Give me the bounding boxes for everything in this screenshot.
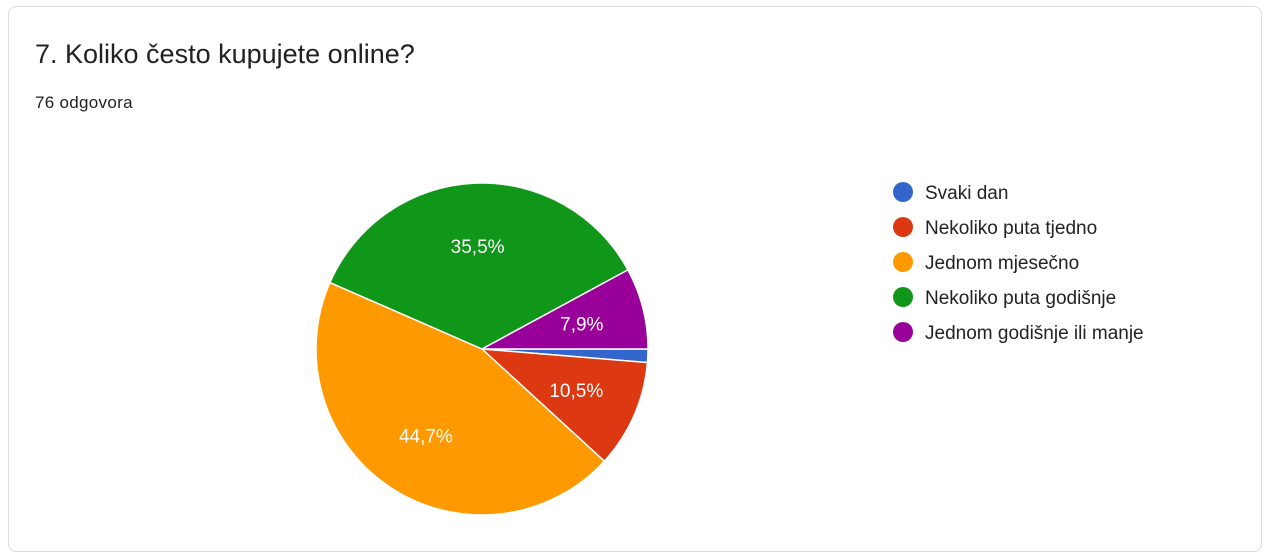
legend-item-jednom-godisnje-ili-manje[interactable]: Jednom godišnje ili manje bbox=[893, 322, 1144, 344]
legend-swatch bbox=[893, 322, 913, 342]
slice-label-jednom-mjesecno: 44,7% bbox=[399, 426, 453, 447]
response-count: 76 odgovora bbox=[35, 93, 133, 112]
legend-swatch bbox=[893, 287, 913, 307]
legend-swatch bbox=[893, 252, 913, 272]
legend-label: Jednom mjesečno bbox=[925, 253, 1079, 274]
legend-item-nekoliko-puta-tjedno[interactable]: Nekoliko puta tjedno bbox=[893, 217, 1097, 239]
legend-label: Svaki dan bbox=[925, 183, 1008, 204]
question-card: 7. Koliko često kupujete online? 76 odgo… bbox=[8, 6, 1262, 552]
legend-item-jednom-mjesecno[interactable]: Jednom mjesečno bbox=[893, 252, 1079, 274]
slice-label-jednom-godisnje-ili-manje: 7,9% bbox=[560, 315, 603, 336]
pie-slice-jednom-mjesecno[interactable] bbox=[315, 281, 606, 516]
pie-slice-jednom-godisnje-ili-manje[interactable] bbox=[481, 268, 649, 350]
pie-slices bbox=[315, 182, 649, 516]
slice-label-nekoliko-puta-godisnje: 35,5% bbox=[451, 237, 505, 258]
pie-slice-nekoliko-puta-godisnje[interactable] bbox=[328, 182, 629, 350]
question-title: 7. Koliko često kupujete online? bbox=[35, 39, 415, 69]
chart-legend: Svaki dan Nekoliko puta tjedno Jednom mjes… bbox=[893, 182, 1144, 344]
legend-label: Nekoliko puta godišnje bbox=[925, 288, 1116, 309]
legend-swatch bbox=[893, 182, 913, 202]
legend-item-nekoliko-puta-godisnje[interactable]: Nekoliko puta godišnje bbox=[893, 287, 1116, 309]
pie-slice-nekoliko-puta-tjedno[interactable] bbox=[479, 348, 649, 463]
legend-label: Nekoliko puta tjedno bbox=[925, 218, 1097, 239]
legend-swatch bbox=[893, 217, 913, 237]
slice-label-nekoliko-puta-tjedno: 10,5% bbox=[549, 381, 603, 402]
legend-label: Jednom godišnje ili manje bbox=[925, 323, 1144, 344]
pie-slice-labels: 10,5% 44,7% 35,5% 7,9% bbox=[399, 237, 604, 447]
legend-item-svaki-dan[interactable]: Svaki dan bbox=[893, 182, 1008, 204]
